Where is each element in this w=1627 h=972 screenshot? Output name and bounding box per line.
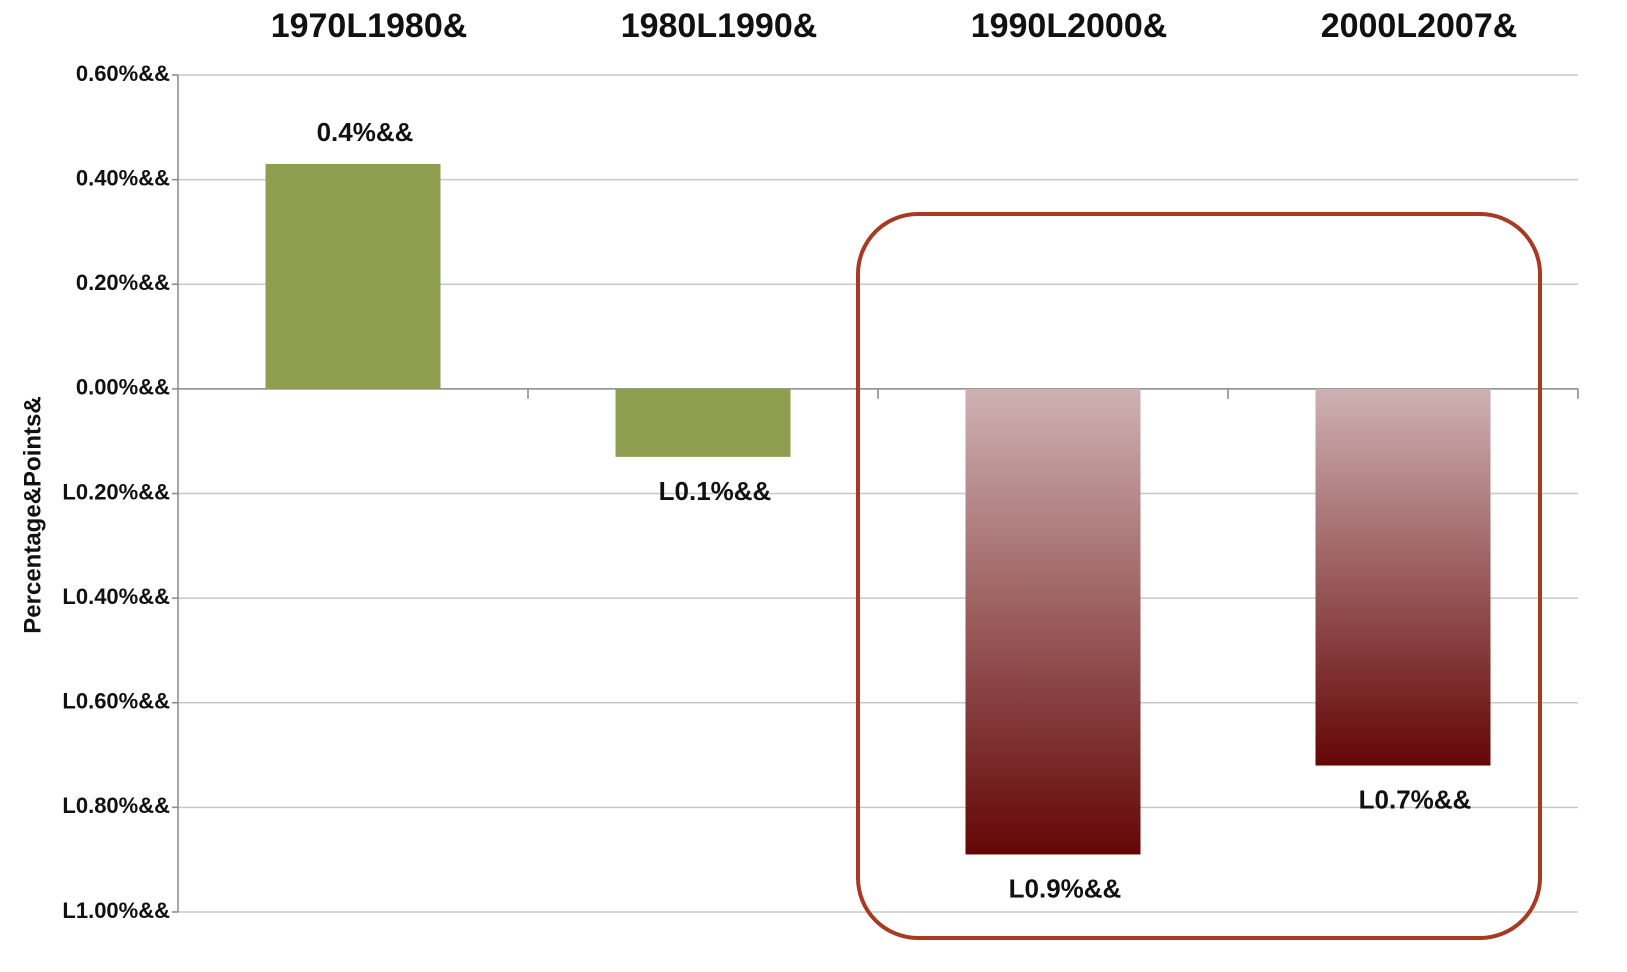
highlight-box [856,212,1542,940]
bar [965,388,1141,855]
y-tick-label: L1.00%&& [62,898,170,923]
y-axis-label: Percentage&Points& [19,396,46,633]
y-tick-label: L0.20%&& [62,479,170,504]
data-label: L0.1%&& [659,476,772,506]
y-tick-label: 0.20%&& [76,270,170,295]
data-label: L0.7%&& [1359,784,1472,814]
x-tick-label: 1990L2000& [971,7,1168,45]
x-tick-label: 1980L1990& [621,7,818,45]
y-tick-label: L0.40%&& [62,584,170,609]
y-tick-label: 0.40%&& [76,165,170,190]
data-label: 0.4%&& [317,117,414,147]
y-tick-label: 0.00%&& [76,375,170,400]
y-tick-label: L0.80%&& [62,793,170,818]
bar [615,388,791,457]
bar [1315,388,1491,766]
y-tick-label: L0.60%&& [62,689,170,714]
bar [265,163,441,389]
x-tick-label: 2000L2007& [1321,7,1518,45]
x-tick-label: 1970L1980& [271,7,468,45]
y-tick-label: 0.60%&& [76,61,170,86]
data-label: L0.9%&& [1009,873,1122,903]
